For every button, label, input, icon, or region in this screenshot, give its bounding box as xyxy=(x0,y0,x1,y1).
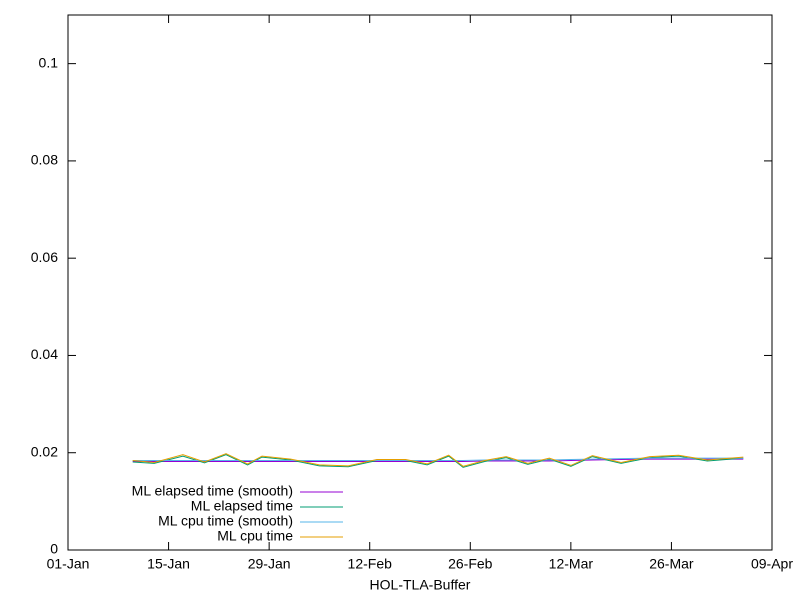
legend-label: ML cpu time xyxy=(217,528,293,544)
x-tick-label: 15-Jan xyxy=(147,556,190,572)
y-tick-label: 0 xyxy=(50,541,58,557)
x-tick-label: 01-Jan xyxy=(47,556,90,572)
x-tick-label: 12-Mar xyxy=(549,556,594,572)
legend-label: ML elapsed time (smooth) xyxy=(132,483,293,499)
y-tick-label: 0.04 xyxy=(31,346,58,362)
y-tick-label: 0.1 xyxy=(39,54,59,70)
legend-label: ML cpu time (smooth) xyxy=(158,513,293,529)
x-tick-label: 26-Mar xyxy=(649,556,694,572)
x-tick-label: 09-Apr xyxy=(751,556,793,572)
y-tick-label: 0.02 xyxy=(31,443,58,459)
y-tick-label: 0.08 xyxy=(31,152,58,168)
series-line xyxy=(132,453,744,467)
series-line xyxy=(132,457,744,461)
y-tick-label: 0.06 xyxy=(31,249,58,265)
plot-frame xyxy=(67,14,773,551)
x-tick-label: 12-Feb xyxy=(348,556,393,572)
x-tick-label: 26-Feb xyxy=(448,556,493,572)
series-line xyxy=(132,458,744,462)
x-axis-label: HOL-TLA-Buffer xyxy=(370,577,471,593)
legend-label: ML elapsed time xyxy=(191,498,293,514)
x-tick-label: 29-Jan xyxy=(248,556,291,572)
